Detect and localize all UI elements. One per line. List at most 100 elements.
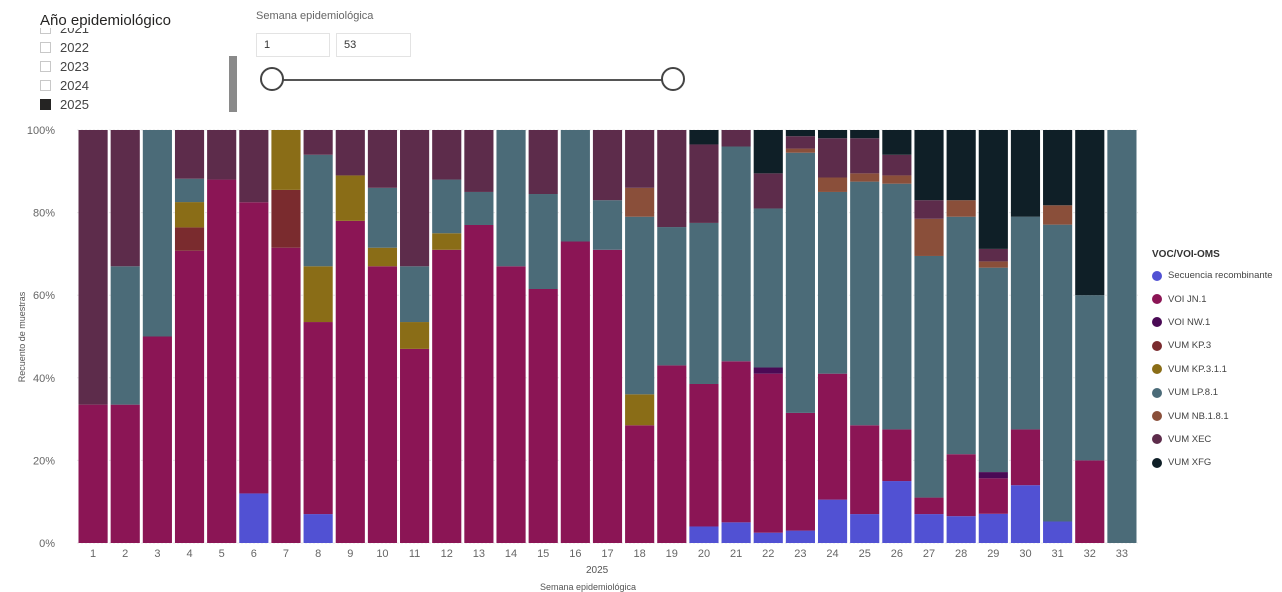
bar-segment[interactable] <box>335 175 365 221</box>
bar-segment[interactable] <box>303 322 333 515</box>
bar-segment[interactable] <box>850 130 880 139</box>
bar-segment[interactable] <box>689 222 719 384</box>
bar-segment[interactable] <box>142 130 172 337</box>
bar-segment[interactable] <box>753 532 783 543</box>
bar-segment[interactable] <box>978 472 1008 479</box>
bar-segment[interactable] <box>946 216 976 455</box>
bar-segment[interactable] <box>1075 130 1105 296</box>
bar-segment[interactable] <box>239 202 269 494</box>
bar-segment[interactable] <box>850 138 880 174</box>
bar-segment[interactable] <box>110 266 140 405</box>
bar-segment[interactable] <box>1043 205 1073 225</box>
bar-segment[interactable] <box>753 373 783 533</box>
bar-segment[interactable] <box>1075 295 1105 461</box>
bar-segment[interactable] <box>592 249 623 543</box>
year-list-scrollbar[interactable] <box>229 56 237 112</box>
bar-segment[interactable] <box>721 522 751 543</box>
bar-segment[interactable] <box>142 336 172 544</box>
bar-segment[interactable] <box>110 130 140 267</box>
bar-segment[interactable] <box>817 191 848 374</box>
bar-segment[interactable] <box>689 383 719 527</box>
week-range-track[interactable] <box>272 79 673 81</box>
bar-segment[interactable] <box>110 404 140 543</box>
bar-segment[interactable] <box>914 130 944 201</box>
year-option-2025[interactable]: 2025 <box>40 95 89 114</box>
legend-item[interactable]: VOI NW.1 <box>1152 311 1273 334</box>
bar-segment[interactable] <box>625 130 655 188</box>
bar-segment[interactable] <box>753 208 783 368</box>
bar-segment[interactable] <box>882 429 912 482</box>
bar-segment[interactable] <box>464 130 494 192</box>
bar-segment[interactable] <box>978 513 1008 543</box>
bar-segment[interactable] <box>657 130 687 228</box>
bar-segment[interactable] <box>367 187 398 248</box>
bar-segment[interactable] <box>174 178 205 203</box>
bar-segment[interactable] <box>978 248 1008 262</box>
bar-segment[interactable] <box>689 144 719 223</box>
bar-segment[interactable] <box>432 179 462 234</box>
bar-segment[interactable] <box>271 130 301 190</box>
bar-segment[interactable] <box>657 365 687 543</box>
bar-segment[interactable] <box>785 148 815 153</box>
bar-segment[interactable] <box>785 130 815 137</box>
bar-segment[interactable] <box>78 404 108 543</box>
bar-segment[interactable] <box>174 227 205 251</box>
bar-segment[interactable] <box>271 189 301 248</box>
bar-segment[interactable] <box>689 130 719 145</box>
legend-item[interactable]: Secuencia recombinante <box>1152 264 1273 287</box>
bar-segment[interactable] <box>367 266 398 543</box>
bar-segment[interactable] <box>303 130 333 155</box>
bar-segment[interactable] <box>400 322 430 349</box>
year-option-2023[interactable]: 2023 <box>40 57 89 76</box>
bar-segment[interactable] <box>1010 216 1041 430</box>
checkbox[interactable] <box>40 28 51 34</box>
bar-segment[interactable] <box>978 261 1008 268</box>
legend-item[interactable]: VUM XEC <box>1152 428 1273 451</box>
bar-segment[interactable] <box>174 250 205 543</box>
bar-segment[interactable] <box>207 179 237 543</box>
bar-segment[interactable] <box>721 361 751 523</box>
bar-segment[interactable] <box>850 425 880 515</box>
bar-segment[interactable] <box>817 373 848 500</box>
bar-segment[interactable] <box>946 454 976 517</box>
bar-segment[interactable] <box>1075 460 1105 543</box>
bar-segment[interactable] <box>367 247 398 267</box>
bar-segment[interactable] <box>1043 224 1073 522</box>
legend-item[interactable]: VOI JN.1 <box>1152 287 1273 310</box>
bar-segment[interactable] <box>174 202 205 228</box>
bar-segment[interactable] <box>721 130 751 147</box>
bar-segment[interactable] <box>882 154 912 176</box>
bar-segment[interactable] <box>753 130 783 174</box>
bar-segment[interactable] <box>400 266 430 323</box>
year-filter-list[interactable]: 2021 2022 2023 2024 2025 <box>40 28 190 114</box>
bar-segment[interactable] <box>914 255 944 498</box>
bar-segment[interactable] <box>785 136 815 149</box>
bar-segment[interactable] <box>528 130 558 195</box>
bar-segment[interactable] <box>657 227 687 366</box>
bar-segment[interactable] <box>174 130 205 179</box>
week-start-input[interactable]: 1 <box>256 33 330 57</box>
bar-segment[interactable] <box>1010 130 1041 217</box>
bar-segment[interactable] <box>1043 521 1073 543</box>
bar-segment[interactable] <box>817 130 848 139</box>
bar-segment[interactable] <box>753 367 783 374</box>
bar-segment[interactable] <box>560 130 590 242</box>
bar-segment[interactable] <box>946 200 976 217</box>
bar-segment[interactable] <box>528 289 558 543</box>
bar-segment[interactable] <box>335 220 365 544</box>
bar-segment[interactable] <box>78 130 108 405</box>
bar-segment[interactable] <box>785 412 815 531</box>
bar-segment[interactable] <box>303 154 333 267</box>
legend-item[interactable]: VUM KP.3 <box>1152 334 1273 357</box>
year-option-2022[interactable]: 2022 <box>40 38 89 57</box>
bar-segment[interactable] <box>978 130 1008 249</box>
bar-segment[interactable] <box>560 241 590 543</box>
bar-segment[interactable] <box>464 191 494 225</box>
bar-segment[interactable] <box>400 348 430 543</box>
bar-segment[interactable] <box>785 530 815 543</box>
bar-segment[interactable] <box>882 481 912 543</box>
year-option-2024[interactable]: 2024 <box>40 76 89 95</box>
bar-segment[interactable] <box>625 425 655 543</box>
checkbox[interactable] <box>40 80 51 91</box>
bar-segment[interactable] <box>850 514 880 543</box>
